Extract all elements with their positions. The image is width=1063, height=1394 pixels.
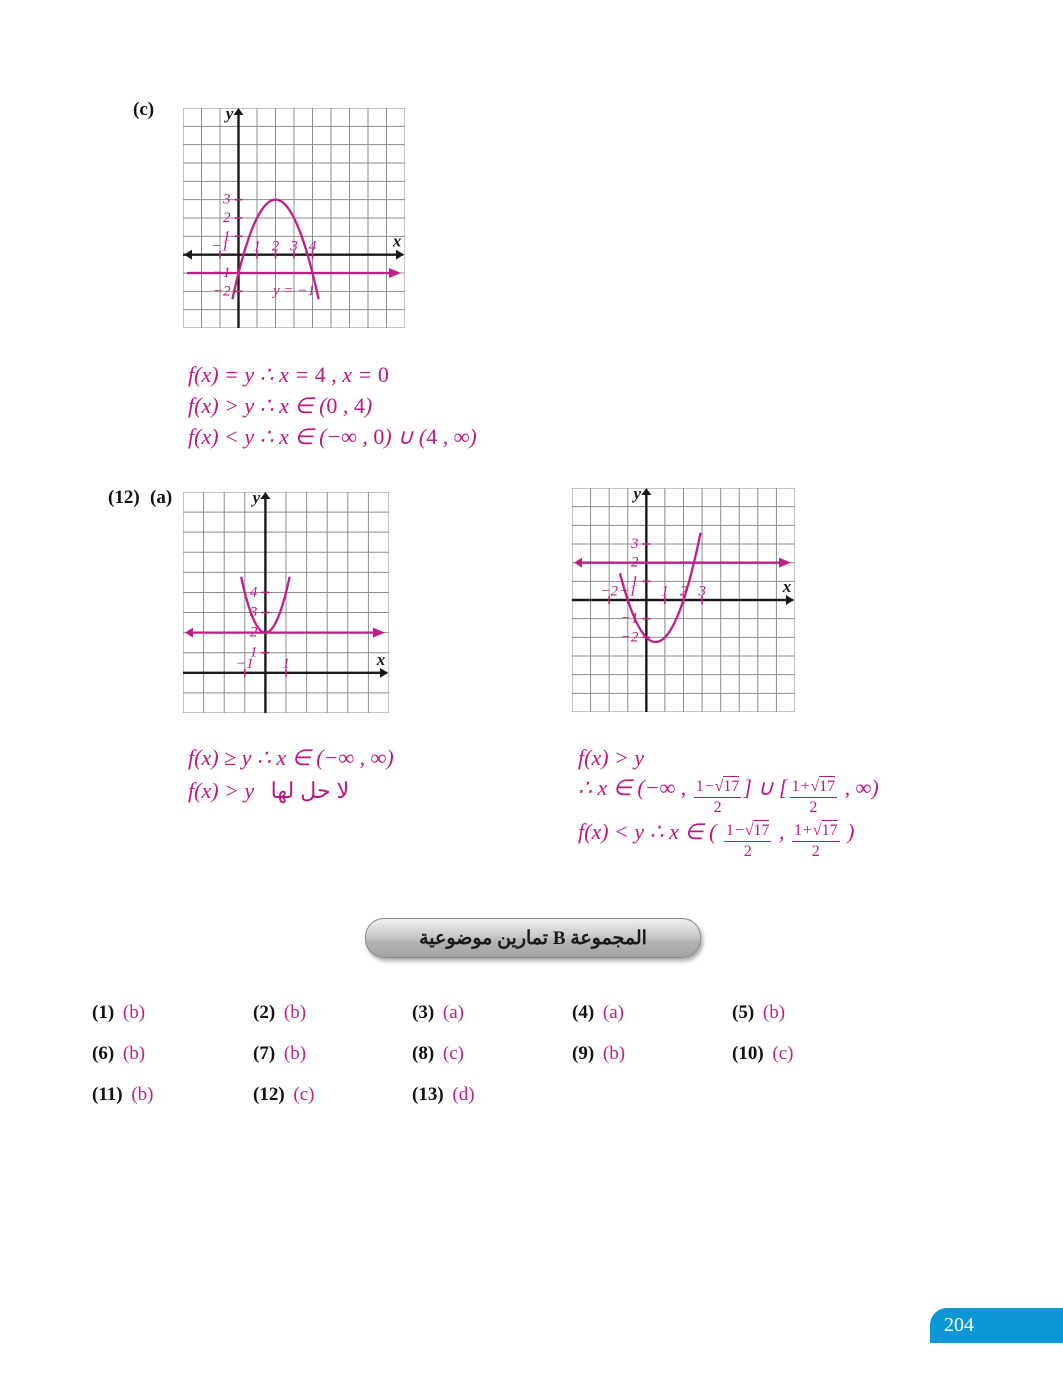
- svg-text:y: y: [251, 492, 261, 507]
- svg-text:y: y: [224, 108, 234, 123]
- svg-text:y = −1: y = −1: [271, 283, 315, 299]
- svg-text:−2: −2: [621, 629, 639, 645]
- svg-text:3: 3: [697, 584, 706, 600]
- svg-text:1: 1: [253, 239, 261, 255]
- svg-text:3: 3: [222, 192, 231, 208]
- svg-text:3: 3: [249, 605, 258, 621]
- svg-text:2: 2: [250, 625, 258, 641]
- svg-text:4: 4: [250, 584, 258, 600]
- svg-text:1: 1: [661, 584, 669, 600]
- svg-text:2: 2: [631, 555, 639, 571]
- svg-text:−1: −1: [213, 265, 231, 281]
- svg-text:−2: −2: [600, 584, 618, 600]
- svg-text:−2: −2: [213, 283, 231, 299]
- svg-text:−1: −1: [236, 656, 254, 672]
- svg-text:1: 1: [282, 656, 290, 672]
- svg-text:3: 3: [289, 239, 298, 255]
- svg-text:−1: −1: [211, 239, 229, 255]
- svg-text:−1: −1: [621, 611, 639, 627]
- svg-text:2: 2: [272, 239, 280, 255]
- svg-text:x: x: [782, 577, 792, 596]
- svg-text:x: x: [392, 232, 402, 251]
- svg-text:3: 3: [630, 536, 639, 552]
- svg-text:−1: −1: [619, 584, 637, 600]
- svg-text:y: y: [632, 488, 642, 503]
- svg-text:2: 2: [223, 210, 231, 226]
- svg-text:4: 4: [309, 239, 317, 255]
- svg-text:x: x: [376, 650, 386, 669]
- svg-text:2: 2: [680, 584, 688, 600]
